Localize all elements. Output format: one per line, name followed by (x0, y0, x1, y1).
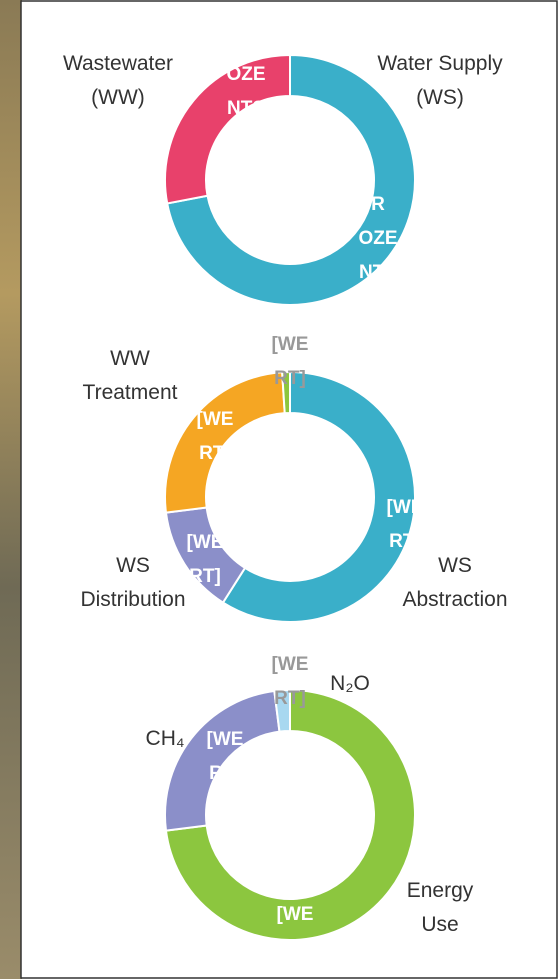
donut-segment (164, 53, 291, 205)
donut-segment (281, 370, 291, 415)
category-label: Wastewater (WW) (63, 52, 173, 109)
donut-segment (164, 688, 416, 941)
panel (20, 0, 558, 979)
data-label: [WE RT] (187, 532, 224, 587)
donut-segment (221, 370, 416, 623)
category-label: WS Abstraction (402, 554, 507, 611)
category-label: CH₄ (146, 727, 185, 750)
category-label: Energy Use (407, 879, 474, 936)
data-label: [WE RT] (207, 729, 244, 784)
data-label: OZE NTS AT (226, 64, 265, 153)
data-label: [WE RT] (272, 654, 309, 709)
category-label: Water Supply (WS) (377, 52, 503, 109)
donut-segment (273, 688, 291, 733)
category-label: N₂O (330, 672, 370, 695)
data-label: R OZE NTS (358, 194, 397, 283)
background-photo (0, 0, 22, 979)
category-label: WW Treatment (83, 347, 178, 404)
data-label: [WE RT] (272, 334, 309, 389)
donut-segment (166, 53, 416, 306)
data-label: [WE RT] (197, 409, 234, 464)
data-label: [WE RT] (277, 904, 314, 959)
data-label: [WE RT] (387, 497, 424, 552)
category-label: WS Distribution (80, 554, 185, 611)
